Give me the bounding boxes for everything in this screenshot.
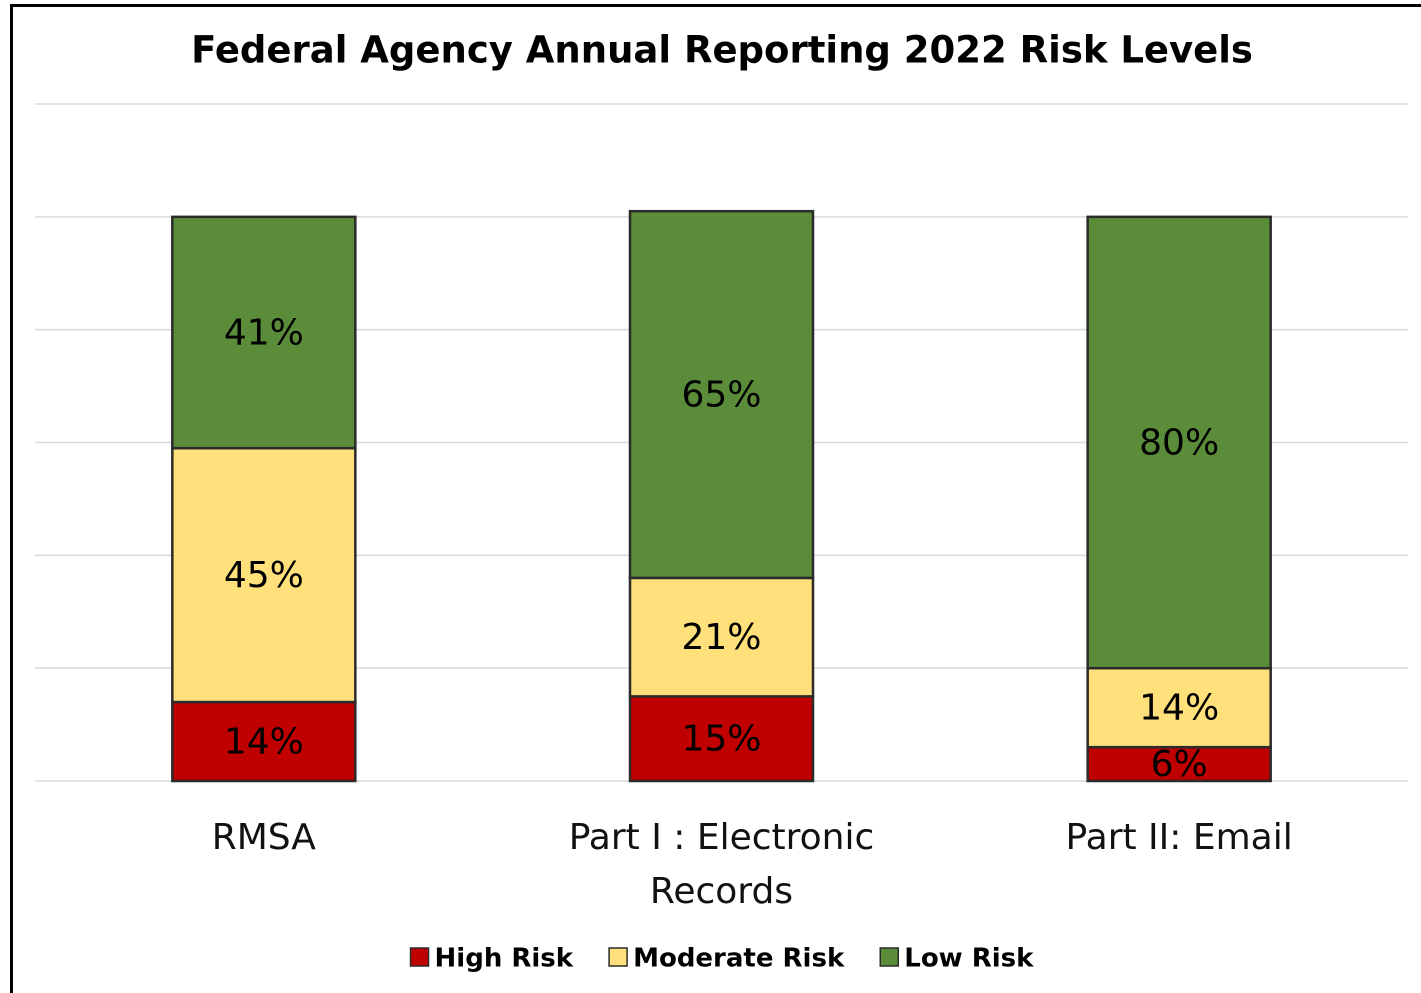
legend-label: Moderate Risk <box>633 944 845 974</box>
legend: High Risk Moderate Risk Low Risk <box>409 944 1034 974</box>
legend-swatch <box>409 947 430 967</box>
legend-swatch <box>608 947 628 967</box>
data-label: 65% <box>681 375 761 416</box>
bar-segment <box>171 215 357 450</box>
legend-label: High Risk <box>435 944 574 974</box>
data-label: 80% <box>1139 423 1219 464</box>
data-label: 14% <box>1139 688 1219 729</box>
bar-segment <box>628 209 815 580</box>
bar-segment <box>628 576 815 698</box>
chart-title: Federal Agency Annual Reporting 2022 Ris… <box>191 29 1253 72</box>
data-label: 15% <box>681 719 761 760</box>
x-tick-label: RMSA <box>211 817 316 858</box>
chart-frame <box>10 4 1421 993</box>
data-label: 45% <box>224 555 304 596</box>
bar-segment <box>1086 745 1272 783</box>
x-tick-label: Part II: Email <box>1065 817 1293 858</box>
legend-label: Low Risk <box>904 944 1034 974</box>
data-label: 14% <box>224 722 304 763</box>
data-label: 41% <box>224 312 304 353</box>
data-label: 6% <box>1151 744 1208 785</box>
bar-segment <box>1086 215 1272 670</box>
bar-segment <box>1086 666 1272 749</box>
bar-segment <box>171 700 357 783</box>
x-tick-label: Part I : Electronic Records <box>568 817 875 912</box>
data-label: 21% <box>681 617 761 658</box>
legend-swatch <box>879 947 900 967</box>
